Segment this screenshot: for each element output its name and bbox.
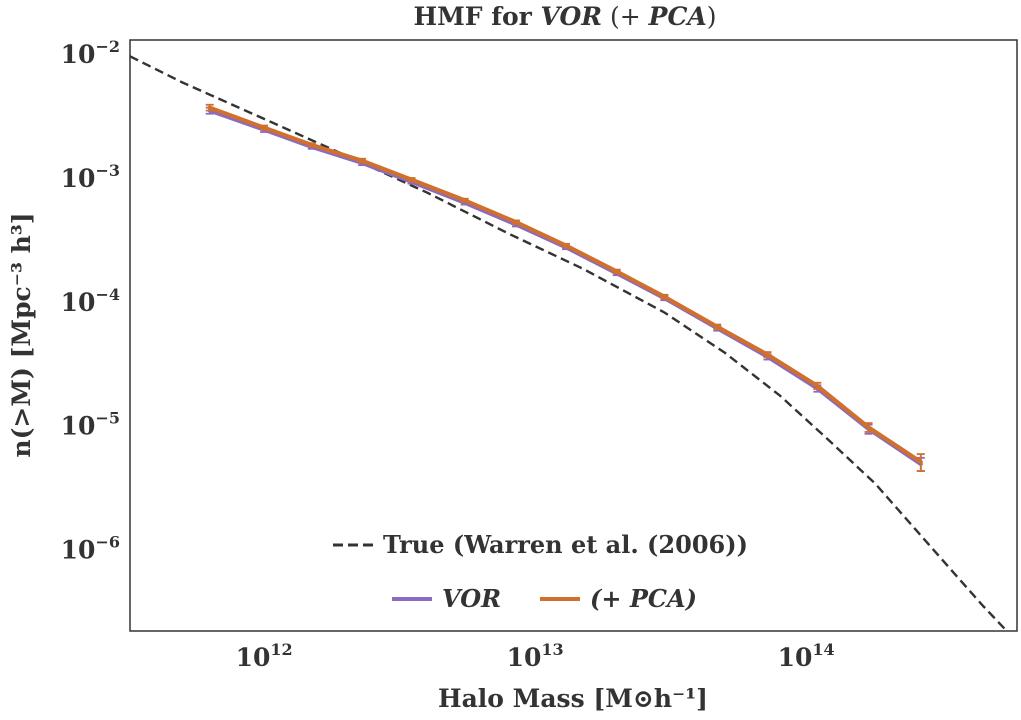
error-bar-pca: [307, 142, 316, 148]
error-bar-pca: [561, 242, 570, 249]
svg-text:HMF for VOR (+ PCA): HMF for VOR (+ PCA): [413, 2, 716, 31]
error-bar-pca: [460, 197, 469, 203]
legend-item-pca: (+ PCA): [540, 584, 697, 613]
x-tick-label: 1014: [778, 640, 835, 672]
error-bar-pca: [407, 177, 416, 183]
legend: True (Warren et al. (2006)) VOR (+ PCA): [333, 530, 748, 613]
x-axis-label: Halo Mass [M⊙h⁻¹]: [438, 684, 708, 713]
plot-frame: [129, 39, 1018, 632]
error-bar-pca: [916, 453, 925, 472]
title-pca: PCA: [648, 2, 707, 31]
y-axis-label: n(>M) [Mpc⁻³ h³]: [7, 212, 36, 457]
chart-title: HMF for VOR (+ PCA): [413, 2, 716, 31]
series-layer: [130, 55, 1009, 631]
legend-label-true-warren: True (Warren et al. (2006)): [383, 530, 748, 559]
error-bar-pca: [205, 103, 214, 112]
legend-label-pca: (+ PCA): [590, 584, 697, 613]
legend-label-vor: VOR: [442, 584, 501, 613]
y-tick-label: 10−3: [61, 161, 120, 193]
y-tick-label: 10−4: [61, 285, 120, 317]
error-bar-pca: [813, 381, 822, 390]
error-bar-pca: [358, 157, 367, 164]
x-tick-label: 1012: [236, 640, 293, 672]
y-axis-ticks: 10−2 10−3 10−4 10−5 10−6: [61, 37, 120, 564]
y-tick-label: 10−2: [61, 37, 120, 69]
series-line-true-warren: [130, 55, 1009, 631]
error-bar-pca: [864, 422, 873, 433]
error-bar-pca: [713, 323, 722, 330]
series-line-vor: [207, 108, 923, 467]
title-vor: VOR: [541, 2, 603, 31]
title-prefix: HMF for: [413, 2, 540, 31]
error-bar-pca: [612, 268, 621, 275]
x-tick-label: 1013: [507, 640, 564, 672]
x-axis-ticks: 1012 1013 1014: [236, 640, 835, 672]
title-suffix: ): [707, 2, 717, 31]
error-bar-pca: [660, 293, 669, 300]
y-tick-label: 10−5: [61, 409, 120, 441]
error-bar-pca: [260, 124, 269, 131]
y-tick-label: 10−6: [61, 533, 120, 565]
legend-item-true-warren: True (Warren et al. (2006)): [333, 530, 748, 559]
series-line-pca: [207, 105, 923, 464]
error-bar-pca: [511, 219, 520, 225]
error-bar-pca: [763, 351, 772, 359]
legend-item-vor: VOR: [392, 584, 501, 613]
title-mid: (+: [602, 2, 649, 31]
